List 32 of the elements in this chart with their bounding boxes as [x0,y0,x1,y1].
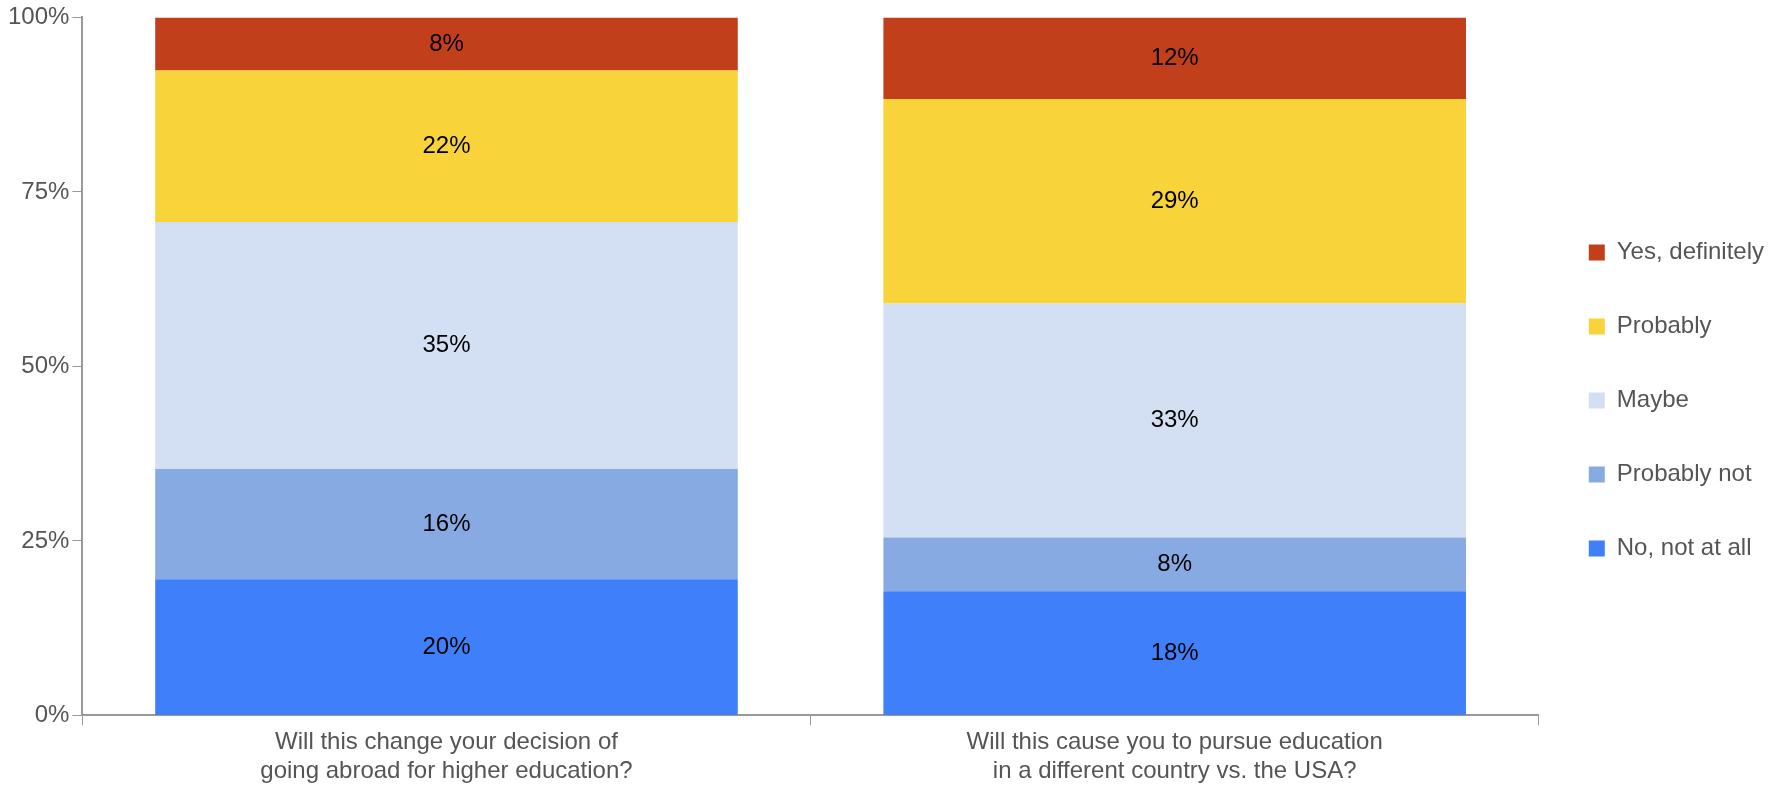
y-tick-label: 100% [7,2,70,30]
y-tick-label: 75% [21,176,70,204]
data-label: 29% [1150,185,1199,213]
data-label: 12% [1150,42,1199,70]
x-tick-label: Will this change your decision of going abroad for higher education? [260,727,633,784]
y-tick-label: 0% [34,700,70,728]
data-label: 8% [1157,548,1193,576]
bar [155,221,738,470]
y-tick-label: 50% [21,351,70,379]
bar [883,537,1466,592]
data-label: 22% [422,130,471,158]
bar [155,579,738,715]
data-label: 16% [422,508,471,536]
bar [155,70,738,222]
y-tick-label: 25% [21,525,70,553]
data-label: 18% [1150,637,1199,665]
data-label: 20% [422,631,471,659]
data-label: 33% [1150,405,1199,433]
legend-label: No, not at all [1616,533,1752,561]
bar [155,469,738,580]
bar [155,17,738,71]
bar [883,17,1466,100]
legend-label: Probably [1616,311,1712,339]
data-label: 8% [429,28,464,56]
x-tick-label: Will this cause you to pursue education in a different country vs. the USA? [966,727,1383,784]
legend-label: Yes, definitely [1616,237,1765,265]
legend-label: Probably not [1616,459,1752,487]
bar [883,99,1466,304]
legend-label: Maybe [1616,385,1689,413]
bar [883,591,1466,715]
data-label: 35% [422,330,471,358]
bar [883,303,1466,538]
